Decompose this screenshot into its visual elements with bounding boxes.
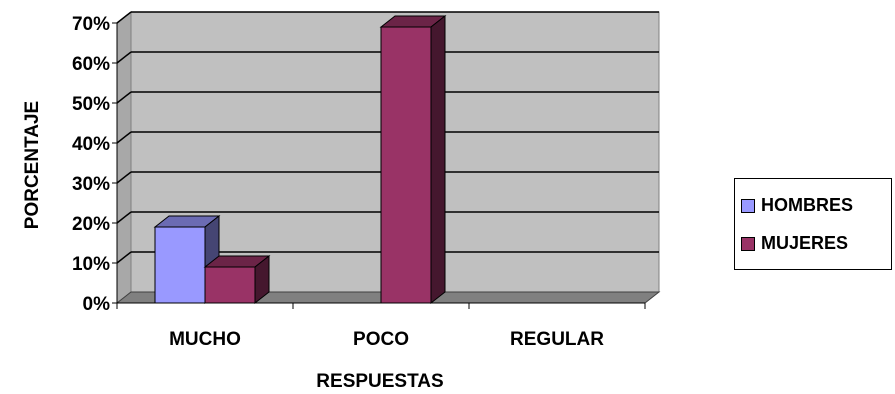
y-tick-label: 30%: [72, 174, 110, 195]
x-tick-label: POCO: [353, 329, 409, 350]
side-wall: [116, 10, 132, 305]
y-tick-label: 70%: [72, 14, 110, 35]
gridline-side: [116, 251, 132, 264]
gridline-side: [116, 171, 132, 184]
x-axis-label: RESPUESTAS: [316, 371, 443, 392]
bar-mujeres-poco: [379, 14, 447, 305]
y-tick-label: 40%: [72, 134, 110, 155]
gridline-side: [116, 131, 132, 144]
gridline-side: [116, 211, 132, 224]
y-tick-labels: 0% 10% 20% 30% 40% 50% 60% 70%: [72, 14, 110, 315]
gridline-side: [116, 51, 132, 64]
legend-swatch-hombres: [741, 198, 755, 213]
legend-swatch-mujeres: [741, 236, 755, 251]
legend-label-hombres: HOMBRES: [761, 195, 854, 215]
y-axis-label: PORCENTAJE: [22, 101, 43, 229]
gridline-side: [116, 91, 132, 104]
legend-item-hombres: HOMBRES: [741, 195, 853, 216]
x-tick-label: MUCHO: [169, 329, 241, 350]
x-tick-labels: MUCHO POCO REGULAR: [169, 329, 604, 350]
y-tick-label: 0%: [83, 294, 111, 315]
legend: HOMBRES MUJERES: [734, 178, 892, 270]
y-tick-label: 10%: [72, 254, 110, 275]
y-tick-label: 20%: [72, 214, 110, 235]
y-tick-label: 60%: [72, 54, 110, 75]
legend-label-mujeres: MUJERES: [761, 233, 849, 253]
bar-mujeres-mucho: [203, 254, 271, 305]
chart-bars: [153, 14, 447, 305]
gridline-side: [116, 11, 132, 24]
legend-item-mujeres: MUJERES: [741, 233, 848, 254]
x-tick-label: REGULAR: [510, 329, 604, 350]
y-tick-label: 50%: [72, 94, 110, 115]
